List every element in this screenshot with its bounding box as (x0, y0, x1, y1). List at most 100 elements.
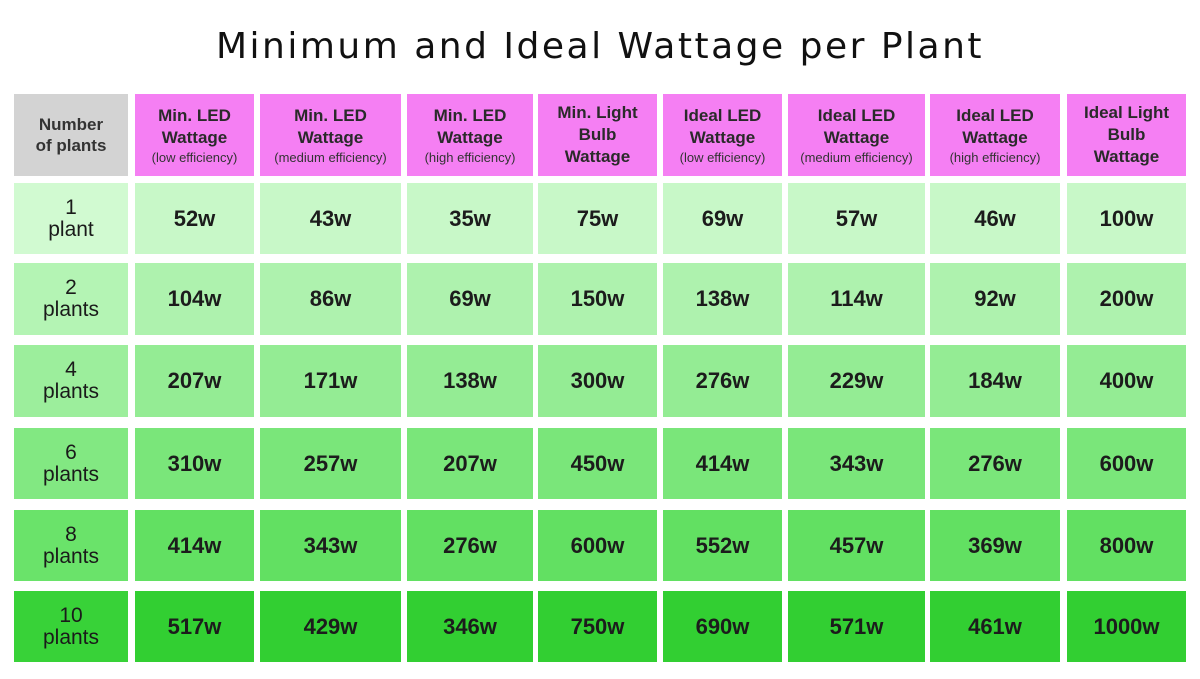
column-header-line: Ideal Light (1084, 103, 1169, 122)
table-cell: 429w (260, 591, 401, 662)
corner-header-line: of plants (35, 136, 107, 155)
column-header-sub: (high efficiency) (949, 149, 1041, 165)
table-cell: 207w (135, 345, 254, 417)
table-cell: 46w (930, 183, 1060, 254)
table-cell: 400w (1067, 345, 1186, 417)
table-cell: 600w (538, 510, 657, 581)
table-cell: 86w (260, 263, 401, 335)
table-cell: 346w (407, 591, 533, 662)
column-header: Ideal LED Wattage (high efficiency) (930, 94, 1060, 176)
table-cell: 461w (930, 591, 1060, 662)
row-label: 1 plant (14, 183, 128, 254)
table-cell: 69w (663, 183, 782, 254)
column-header-line: Min. LED (294, 105, 367, 125)
table-cell: 300w (538, 345, 657, 417)
row-label-line: plants (42, 298, 100, 321)
corner-header: Number of plants (14, 94, 128, 176)
column-header-sub: (medium efficiency) (274, 149, 387, 165)
column-header-line: Ideal LED (817, 105, 896, 125)
table-cell: 150w (538, 263, 657, 335)
column-header-line: Wattage (962, 127, 1028, 147)
table-cell: 52w (135, 183, 254, 254)
row-label-line: plants (42, 380, 100, 403)
table-cell: 457w (788, 510, 925, 581)
column-header: Min. Light Bulb Wattage (538, 94, 657, 176)
table-cell: 450w (538, 428, 657, 499)
table-cell: 571w (788, 591, 925, 662)
column-header-line: Min. Light (557, 103, 638, 122)
table-cell: 414w (663, 428, 782, 499)
column-header-line: Wattage (564, 147, 631, 166)
column-header: Ideal LED Wattage (low efficiency) (663, 94, 782, 176)
table-cell: 35w (407, 183, 533, 254)
column-header-line: Bulb (578, 125, 617, 144)
column-header: Min. LED Wattage (low efficiency) (135, 94, 254, 176)
table-cell: 75w (538, 183, 657, 254)
table-cell: 1000w (1067, 591, 1186, 662)
table-cell: 171w (260, 345, 401, 417)
table-cell: 69w (407, 263, 533, 335)
table-cell: 138w (407, 345, 533, 417)
row-label-line: 10 (59, 603, 83, 627)
column-header-sub: (medium efficiency) (800, 149, 913, 165)
table-cell: 57w (788, 183, 925, 254)
table-cell: 800w (1067, 510, 1186, 581)
table-cell: 369w (930, 510, 1060, 581)
row-label: 8 plants (14, 510, 128, 581)
table-cell: 276w (930, 428, 1060, 499)
table-cell: 92w (930, 263, 1060, 335)
column-header-line: Wattage (161, 127, 228, 147)
table-cell: 43w (260, 183, 401, 254)
row-label-line: plants (42, 625, 100, 649)
table-cell: 138w (663, 263, 782, 335)
row-label-line: plants (42, 462, 100, 486)
table-cell: 276w (663, 345, 782, 417)
column-header-line: Wattage (1093, 147, 1160, 166)
row-label-line: 6 (65, 440, 77, 464)
column-header-sub: (low efficiency) (679, 149, 766, 165)
column-header: Min. LED Wattage (high efficiency) (407, 94, 533, 176)
row-label-line: plants (42, 544, 100, 568)
table-cell: 690w (663, 591, 782, 662)
column-header: Ideal LED Wattage (medium efficiency) (788, 94, 925, 176)
column-header-line: Wattage (297, 127, 364, 147)
column-header-sub: (low efficiency) (151, 149, 238, 165)
column-header-sub: (high efficiency) (424, 149, 516, 165)
table-cell: 750w (538, 591, 657, 662)
column-header-line: Min. LED (433, 105, 507, 125)
table-cell: 600w (1067, 428, 1186, 499)
row-label: 10 plants (14, 591, 128, 662)
table-cell: 104w (135, 263, 254, 335)
row-label-line: 8 (65, 522, 77, 546)
table-cell: 200w (1067, 263, 1186, 335)
table-cell: 184w (930, 345, 1060, 417)
table-cell: 257w (260, 428, 401, 499)
row-label: 6 plants (14, 428, 128, 499)
table-cell: 100w (1067, 183, 1186, 254)
table-cell: 552w (663, 510, 782, 581)
column-header-line: Ideal LED (956, 105, 1034, 125)
row-label-line: 4 (65, 358, 77, 381)
row-label-line: plant (48, 217, 94, 241)
column-header-line: Wattage (823, 127, 890, 147)
row-label-line: 2 (65, 276, 77, 299)
row-label-line: 1 (65, 195, 77, 219)
table-cell: 276w (407, 510, 533, 581)
table-cell: 207w (407, 428, 533, 499)
row-label: 4 plants (14, 345, 128, 417)
row-label: 2 plants (14, 263, 128, 335)
column-header-line: Bulb (1107, 125, 1146, 144)
column-header-line: Min. LED (158, 105, 231, 125)
table-cell: 310w (135, 428, 254, 499)
corner-header-line: Number (38, 115, 104, 134)
table-cell: 517w (135, 591, 254, 662)
column-header: Ideal Light Bulb Wattage (1067, 94, 1186, 176)
column-header-line: Ideal LED (683, 105, 762, 125)
table-cell: 343w (260, 510, 401, 581)
column-header-line: Wattage (437, 127, 503, 147)
table-cell: 414w (135, 510, 254, 581)
chart-title: Minimum and Ideal Wattage per Plant (215, 26, 985, 67)
table-cell: 343w (788, 428, 925, 499)
column-header: Min. LED Wattage (medium efficiency) (260, 94, 401, 176)
table-cell: 114w (788, 263, 925, 335)
